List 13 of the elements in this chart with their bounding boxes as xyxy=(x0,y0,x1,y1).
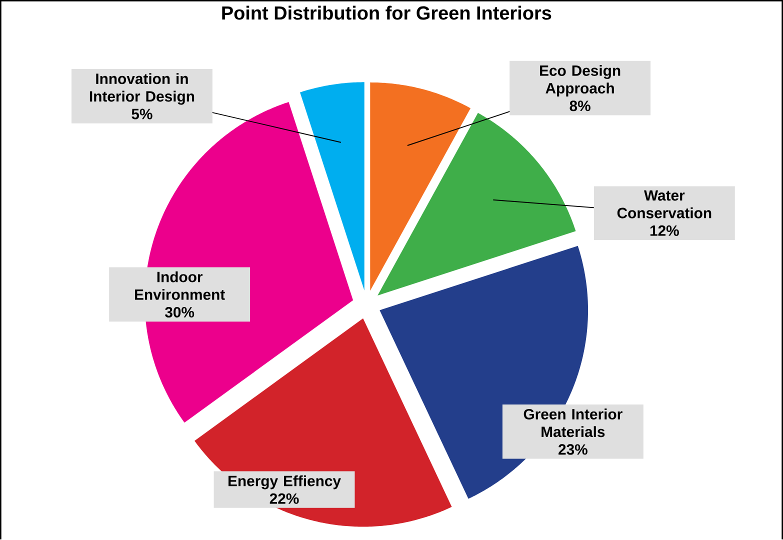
slice-label: Innovation in Interior Design xyxy=(90,73,194,105)
slice-label: Energy Effiency xyxy=(228,475,341,490)
chart-title: Point Distribution for Green Interiors xyxy=(222,6,552,20)
data-label: 8% xyxy=(570,100,590,112)
data-label: 22% xyxy=(270,493,299,504)
data-label: 30% xyxy=(165,306,194,318)
slice-label: Indoor Environment xyxy=(135,271,225,300)
data-label: 23% xyxy=(558,444,588,455)
slice-label: Water Conservation xyxy=(617,190,712,218)
slice-label: Eco Design Approach xyxy=(540,64,620,96)
data-label: 5% xyxy=(132,108,152,120)
data-label: 12% xyxy=(650,225,679,236)
slice-label: Green Interior Materials xyxy=(524,408,622,438)
